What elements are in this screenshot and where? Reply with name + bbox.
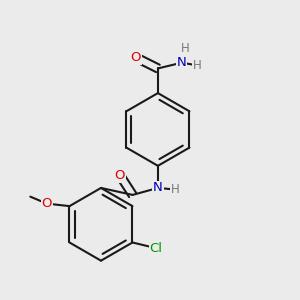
Text: N: N: [177, 56, 187, 69]
Text: O: O: [130, 51, 141, 64]
Text: O: O: [115, 169, 125, 182]
Text: H: H: [180, 42, 189, 55]
Text: O: O: [41, 197, 52, 210]
Text: H: H: [192, 59, 201, 72]
Text: N: N: [153, 182, 163, 194]
Text: H: H: [171, 183, 180, 196]
Text: Cl: Cl: [150, 242, 163, 255]
